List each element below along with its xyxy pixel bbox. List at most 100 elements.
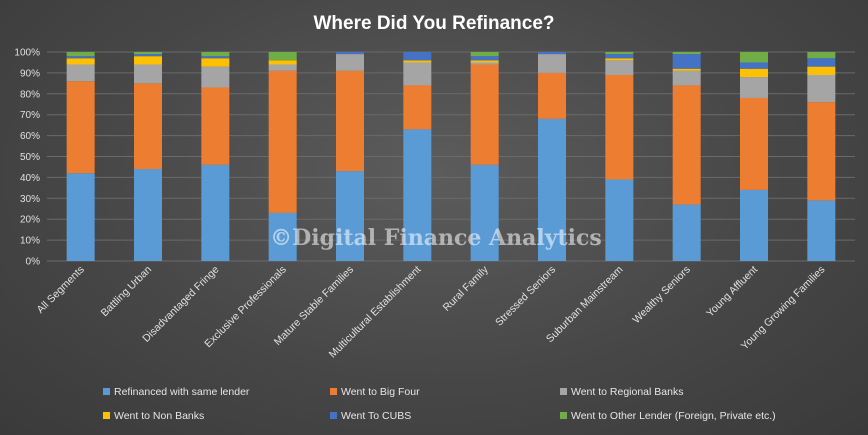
bar-segment bbox=[672, 70, 701, 86]
bar-segment bbox=[336, 54, 364, 71]
bar-segment bbox=[470, 62, 499, 65]
gridlines bbox=[47, 51, 855, 262]
bar-segment bbox=[807, 66, 836, 75]
bar-segment bbox=[605, 58, 634, 61]
bar-segment bbox=[403, 85, 432, 130]
bar-segment bbox=[268, 60, 297, 65]
bar-segment bbox=[268, 212, 297, 261]
x-category-label: All Segments bbox=[35, 264, 87, 316]
legend-label: Refinanced with same lender bbox=[114, 386, 250, 398]
bar-segment bbox=[807, 200, 836, 261]
bar-segment bbox=[470, 164, 499, 261]
bar-segment bbox=[403, 129, 432, 261]
bar-segment bbox=[672, 54, 701, 69]
bar-segment bbox=[134, 52, 162, 55]
legend-swatch bbox=[560, 412, 567, 419]
y-axis-ticks: 0% 10% 20% 30% 40% 50% 60% 70% 80% 90% 100% bbox=[14, 48, 40, 268]
bar-segment bbox=[538, 118, 566, 261]
bar-segment bbox=[66, 64, 95, 82]
bar-segment bbox=[470, 52, 499, 57]
bar-segment bbox=[201, 58, 230, 67]
y-tick-label: 60% bbox=[20, 131, 40, 142]
bar-segment bbox=[605, 52, 634, 55]
bar-segment bbox=[268, 70, 297, 213]
bar-segment bbox=[66, 173, 95, 261]
bar-segment bbox=[134, 64, 162, 84]
bar-segment bbox=[470, 56, 499, 61]
y-tick-label: 70% bbox=[20, 110, 40, 121]
bar-segment bbox=[268, 64, 297, 71]
bar-segment bbox=[538, 54, 566, 73]
bar-segment bbox=[403, 52, 432, 61]
bar-segment bbox=[672, 68, 701, 71]
legend-label: Went to Other Lender (Foreign, Private e… bbox=[571, 410, 776, 422]
bar-segment bbox=[672, 52, 701, 55]
bar-segment bbox=[470, 64, 499, 165]
x-category-label: Suburban Mainstream bbox=[544, 263, 626, 345]
y-tick-label: 20% bbox=[20, 215, 40, 226]
y-tick-label: 10% bbox=[20, 236, 40, 247]
y-tick-label: 90% bbox=[20, 68, 40, 79]
bar-segment bbox=[605, 74, 634, 180]
bar-segment bbox=[807, 74, 836, 103]
bar-segment bbox=[403, 62, 432, 86]
x-category-label: Wealthy Seniors bbox=[630, 264, 692, 326]
bar-segment bbox=[66, 58, 95, 65]
y-tick-label: 100% bbox=[14, 48, 40, 59]
legend-swatch bbox=[103, 388, 110, 395]
bar-segment bbox=[336, 171, 364, 261]
bar-segment bbox=[66, 56, 95, 59]
bar-segment bbox=[807, 52, 836, 59]
bar-segment bbox=[470, 60, 499, 63]
bar-segment bbox=[740, 52, 768, 63]
bar-segment bbox=[336, 52, 364, 55]
legend-swatch bbox=[330, 388, 337, 395]
bar-segment bbox=[66, 81, 95, 174]
bar-segment bbox=[605, 60, 634, 75]
x-category-label: Disadvantaged Fringe bbox=[140, 264, 221, 345]
bar-segment bbox=[201, 56, 230, 59]
legend-label: Went to Big Four bbox=[341, 386, 420, 398]
bar-segment bbox=[336, 70, 364, 172]
legend-swatch bbox=[103, 412, 110, 419]
legend: Refinanced with same lender Went to Big F… bbox=[103, 386, 776, 422]
y-tick-label: 80% bbox=[20, 89, 40, 100]
bar-segment bbox=[740, 189, 768, 261]
bar-segment bbox=[605, 179, 634, 261]
bar-segment bbox=[538, 52, 566, 55]
x-category-label: Battling Urban bbox=[99, 264, 155, 320]
bar-segment bbox=[403, 60, 432, 63]
bar-segment bbox=[201, 164, 230, 261]
x-axis-labels: All Segments Battling UrbanDisadvantaged … bbox=[35, 263, 828, 360]
bar-segment bbox=[134, 56, 162, 65]
bar-segment bbox=[134, 54, 162, 57]
bar-segment bbox=[538, 72, 566, 119]
bar-segment bbox=[134, 169, 162, 261]
y-tick-label: 0% bbox=[26, 257, 41, 268]
bar-segment bbox=[134, 83, 162, 170]
legend-swatch bbox=[560, 388, 567, 395]
legend-swatch bbox=[330, 412, 337, 419]
bars bbox=[66, 52, 836, 261]
bar-segment bbox=[201, 52, 230, 57]
y-tick-label: 50% bbox=[20, 152, 40, 163]
x-category-label: Young Affluent bbox=[704, 264, 760, 320]
legend-label: Went to Non Banks bbox=[114, 410, 204, 422]
bar-segment bbox=[740, 68, 768, 78]
watermark: ©Digital Finance Analytics bbox=[270, 225, 602, 251]
bar-segment bbox=[605, 54, 634, 59]
bar-segment bbox=[672, 85, 701, 205]
bar-segment bbox=[201, 66, 230, 88]
bar-segment bbox=[740, 77, 768, 98]
y-tick-label: 40% bbox=[20, 173, 40, 184]
chart-title: Where Did You Refinance? bbox=[313, 13, 554, 34]
bar-segment bbox=[268, 52, 297, 61]
bar-segment bbox=[740, 97, 768, 190]
x-category-label: Rural Family bbox=[441, 263, 492, 314]
bar-segment bbox=[807, 58, 836, 67]
bar-segment bbox=[672, 204, 701, 261]
y-tick-label: 30% bbox=[20, 194, 40, 205]
bar-segment bbox=[66, 52, 95, 57]
